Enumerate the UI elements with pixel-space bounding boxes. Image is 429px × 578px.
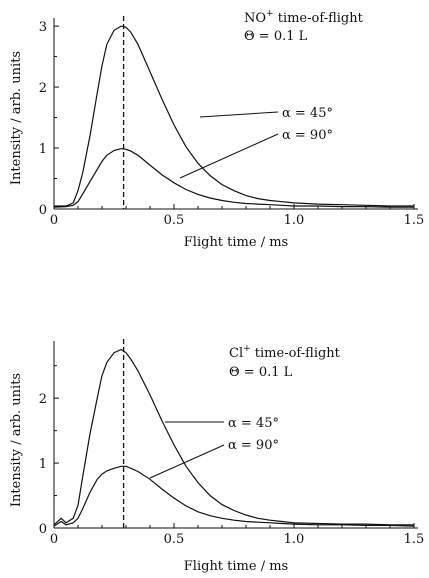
x-tick-label: 0.5 bbox=[164, 532, 185, 547]
series-line-alpha-90 bbox=[53, 465, 415, 527]
legend-label-alpha-90: α = 90° bbox=[228, 438, 279, 453]
y-axis-label: Intensity / arb. units bbox=[9, 373, 24, 507]
y-tick-label: 2 bbox=[39, 81, 47, 96]
x-tick-label: 1.0 bbox=[284, 213, 305, 228]
x-axis-label: Flight time / ms bbox=[184, 559, 288, 574]
y-tick-label: 1 bbox=[39, 142, 47, 157]
coverage-label: Θ = 0.1 L bbox=[229, 365, 293, 380]
y-tick-label: 1 bbox=[39, 457, 47, 472]
x-tick-label: 1.0 bbox=[284, 532, 305, 547]
chart-title: Cl+ time-of-flight bbox=[229, 344, 341, 361]
chart-panel-no-plus: Intensity / arb. units Flight time / ms … bbox=[9, 9, 424, 250]
legend-label-alpha-45: α = 45° bbox=[282, 106, 333, 121]
leader-line-alpha-90 bbox=[149, 444, 225, 479]
leader-line-alpha-45 bbox=[199, 111, 279, 118]
y-axis-label: Intensity / arb. units bbox=[9, 51, 24, 185]
series-line-alpha-45 bbox=[53, 348, 414, 526]
x-tick-label: 1.5 bbox=[404, 213, 425, 228]
y-tick-label: 3 bbox=[39, 20, 47, 35]
chart-title: NO+ time-of-flight bbox=[244, 9, 364, 26]
y-tick-label: 2 bbox=[39, 392, 47, 407]
x-axis-label: Flight time / ms bbox=[184, 235, 288, 250]
legend-label-alpha-45: α = 45° bbox=[228, 416, 279, 431]
coverage-label: Θ = 0.1 L bbox=[244, 29, 308, 44]
chart-panel-cl-plus: Intensity / arb. units Flight time / ms … bbox=[9, 339, 424, 574]
leader-line-alpha-90 bbox=[179, 133, 279, 179]
series-line-alpha-45 bbox=[54, 25, 414, 207]
x-tick-label: 0.5 bbox=[164, 213, 185, 228]
y-tick-label: 0 bbox=[39, 522, 47, 537]
series-line-alpha-90 bbox=[53, 147, 414, 208]
x-tick-label: 0 bbox=[50, 532, 58, 547]
legend-label-alpha-90: α = 90° bbox=[282, 128, 333, 143]
y-tick-label: 0 bbox=[39, 203, 47, 218]
x-tick-label: 0 bbox=[50, 213, 58, 228]
x-tick-label: 1.5 bbox=[404, 532, 425, 547]
